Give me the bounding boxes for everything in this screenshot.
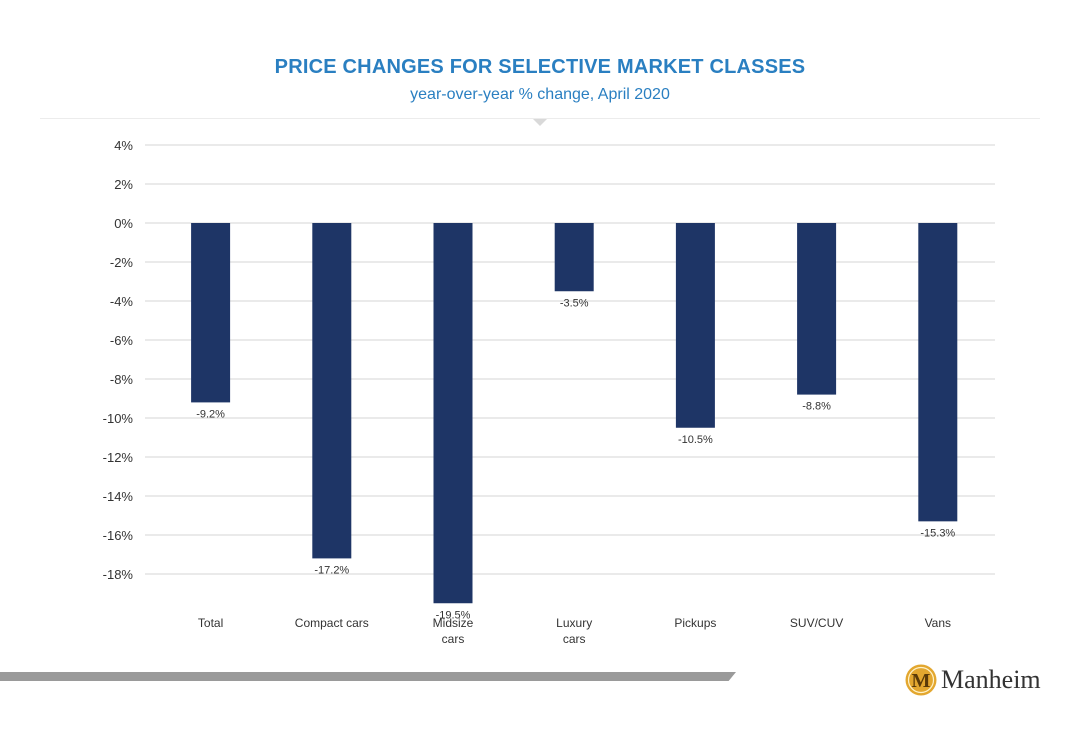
data-label: -10.5%	[678, 434, 713, 446]
x-tick-label: cars	[563, 632, 586, 646]
bar	[312, 223, 352, 559]
x-tick-label: Luxury	[556, 616, 592, 630]
y-tick-label: 2%	[114, 177, 133, 192]
x-tick-label: Midsize	[433, 616, 474, 630]
bar	[675, 223, 715, 428]
data-label: -9.2%	[196, 408, 225, 420]
data-label: -3.5%	[560, 297, 589, 309]
y-tick-label: -8%	[110, 372, 134, 387]
bar	[554, 223, 594, 292]
y-tick-label: 4%	[114, 138, 133, 153]
x-tick-label: Pickups	[674, 616, 716, 630]
x-tick-label: cars	[442, 632, 465, 646]
manheim-m-seal-icon: M	[905, 664, 937, 696]
x-tick-label: Vans	[925, 616, 951, 630]
header-divider	[40, 118, 1040, 119]
chart-title: PRICE CHANGES FOR SELECTIVE MARKET CLASS…	[274, 56, 806, 78]
footer-bar	[0, 672, 736, 681]
logo-letter: M	[912, 670, 931, 692]
brand-logo: M Manheim	[905, 662, 1041, 698]
chart-subtitle: year-over-year % change, April 2020	[410, 86, 670, 103]
data-label: -8.8%	[802, 401, 831, 413]
y-tick-label: -14%	[103, 489, 134, 504]
bar	[191, 223, 231, 403]
data-label: -19.5%	[436, 609, 471, 621]
y-tick-label: 0%	[114, 216, 133, 231]
y-tick-label: -2%	[110, 255, 134, 270]
bar	[797, 223, 837, 395]
x-tick-label: Total	[198, 616, 223, 630]
y-tick-label: -6%	[110, 333, 134, 348]
caret-down-icon	[533, 119, 547, 126]
brand-name: Manheim	[941, 665, 1041, 694]
x-tick-label: SUV/CUV	[790, 616, 843, 630]
y-tick-label: -12%	[103, 450, 134, 465]
y-tick-label: -18%	[103, 567, 134, 582]
bar	[433, 223, 473, 604]
x-tick-label: Compact cars	[295, 616, 369, 630]
bar	[918, 223, 958, 522]
data-label: -17.2%	[314, 564, 349, 576]
y-tick-label: -10%	[103, 411, 134, 426]
data-label: -15.3%	[920, 527, 955, 539]
y-tick-label: -4%	[110, 294, 134, 309]
y-tick-label: -16%	[103, 528, 134, 543]
